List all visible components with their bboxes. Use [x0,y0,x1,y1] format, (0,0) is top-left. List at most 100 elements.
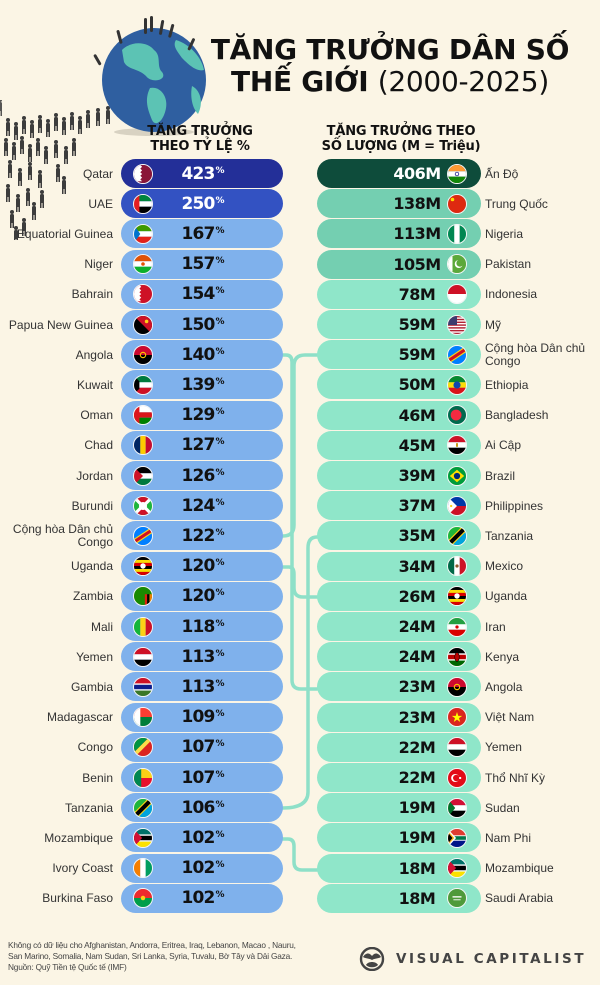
mexico-flag-icon [447,556,467,577]
percent-bar: 118% [121,612,283,641]
papua-new-guinea-flag-icon [133,314,153,335]
angola-flag-icon [133,344,153,365]
right-row: 138M Trung Quốc [0,189,600,219]
right-row: 39M Brazil [0,461,600,491]
title-line-1: TĂNG TRƯỞNG DÂN SỐ [210,33,570,66]
right-row: 59M Cộng hòa Dân chủ Congo [0,340,600,370]
kuwait-flag-icon [133,374,153,395]
egypt-flag-icon [447,435,467,456]
brazil-flag-icon [447,465,467,486]
country-label: Mali [90,619,113,634]
country-label: Madagascar [46,710,113,725]
right-row: 19M Sudan [0,793,600,823]
count-value: 138M [393,194,441,214]
count-bar: 34M [317,551,481,581]
count-bar: 19M [317,823,481,853]
country-label: Trung Quốc [485,196,548,211]
globe-icon [93,16,206,136]
left-row: UAE 250% [0,189,300,219]
left-row: Cộng hòa Dân chủ Congo 122% [0,521,300,551]
count-value: 46M [398,405,436,425]
percent-bar: 150% [121,310,283,339]
country-label: Benin [82,770,113,785]
right-row: 23M Angola [0,672,600,702]
percent-bar: 113% [121,642,283,672]
country-label: Sudan [485,800,520,815]
niger-flag-icon [133,254,153,275]
mali-flag-icon [133,616,153,637]
right-row: 19M Nam Phi [0,823,600,853]
percent-value: 113% [181,646,225,667]
count-value: 45M [398,435,436,455]
percent-bar: 107% [121,732,283,762]
left-row: Burundi 124% [0,491,300,521]
count-value: 37M [398,496,436,516]
count-value: 59M [398,345,436,365]
count-bar: 37M [317,491,481,521]
title-years: (2000-2025) [377,65,549,98]
country-label: Yemen [485,740,522,755]
left-column-heading: TĂNG TRƯỞNG THEO TỶ LỆ % [130,124,270,154]
tanzania-flag-icon [133,797,153,818]
ethiopia-flag-icon [447,374,467,395]
percent-bar: 139% [121,370,283,400]
country-label: UAE [88,196,113,211]
percent-value: 250% [181,193,225,214]
percent-value: 118% [181,616,225,637]
percent-value: 126% [181,465,225,486]
percent-bar: 102% [121,883,283,913]
country-label: Mexico [485,559,524,574]
country-label: Indonesia [485,287,538,302]
percent-bar: 120% [121,551,283,581]
right-row: 78M Indonesia [0,279,600,310]
country-label: Saudi Arabia [485,891,554,906]
uganda-flag-icon [133,556,153,577]
count-bar: 18M [317,853,481,883]
benin-flag-icon [133,767,153,788]
right-row: 22M Yemen [0,732,600,763]
right-row: 37M Philippines [0,491,600,521]
right-row: 59M Mỹ [0,310,600,340]
kenya-flag-icon [447,646,467,667]
percent-value: 102% [181,827,225,848]
count-value: 39M [398,466,436,485]
percent-bar: 154% [121,279,283,309]
percent-value: 129% [181,405,225,426]
country-label: Bahrain [71,287,113,302]
percent-bar: 140% [121,340,283,370]
uganda-flag-icon [447,586,467,607]
country-label: Chad [84,438,113,453]
congo-flag-icon [133,737,153,758]
country-label: Cộng hòa Dân chủ Congo [12,522,113,550]
count-bar: 46M [317,400,481,430]
percent-bar: 122% [121,521,283,551]
country-label: Papua New Guinea [8,317,113,332]
country-label: Nigeria [485,226,524,241]
right-row: 113M Nigeria [0,219,600,249]
country-label: Uganda [70,559,113,574]
left-row: Gambia 113% [0,672,300,702]
percent-value: 124% [181,495,225,516]
left-row: Mozambique 102% [0,823,300,853]
left-row: Madagascar 109% [0,702,300,733]
equatorial-guinea-flag-icon [133,223,153,244]
country-label: Iran [485,619,506,634]
country-label: Zambia [72,589,113,604]
pakistan-flag-icon [447,254,467,275]
nigeria-flag-icon [447,223,467,244]
count-bar: 50M [317,370,481,400]
title-line-2: THẾ GIỚI (2000-2025) [210,66,570,98]
percent-value: 102% [181,888,225,909]
country-label: Tanzania [64,800,113,815]
angola-flag-icon [447,676,467,697]
right-row: 18M Saudi Arabia [0,883,600,914]
right-row: 18M Mozambique [0,853,600,884]
right-heading-line-2: SỐ LƯỢNG (M = Triệu) [321,139,481,154]
count-bar: 105M [317,249,481,279]
percent-bar: 250% [121,189,283,219]
iran-flag-icon [447,616,467,637]
country-label: Ivory Coast [52,861,113,876]
indonesia-flag-icon [447,284,467,305]
bahrain-flag-icon [133,284,153,305]
